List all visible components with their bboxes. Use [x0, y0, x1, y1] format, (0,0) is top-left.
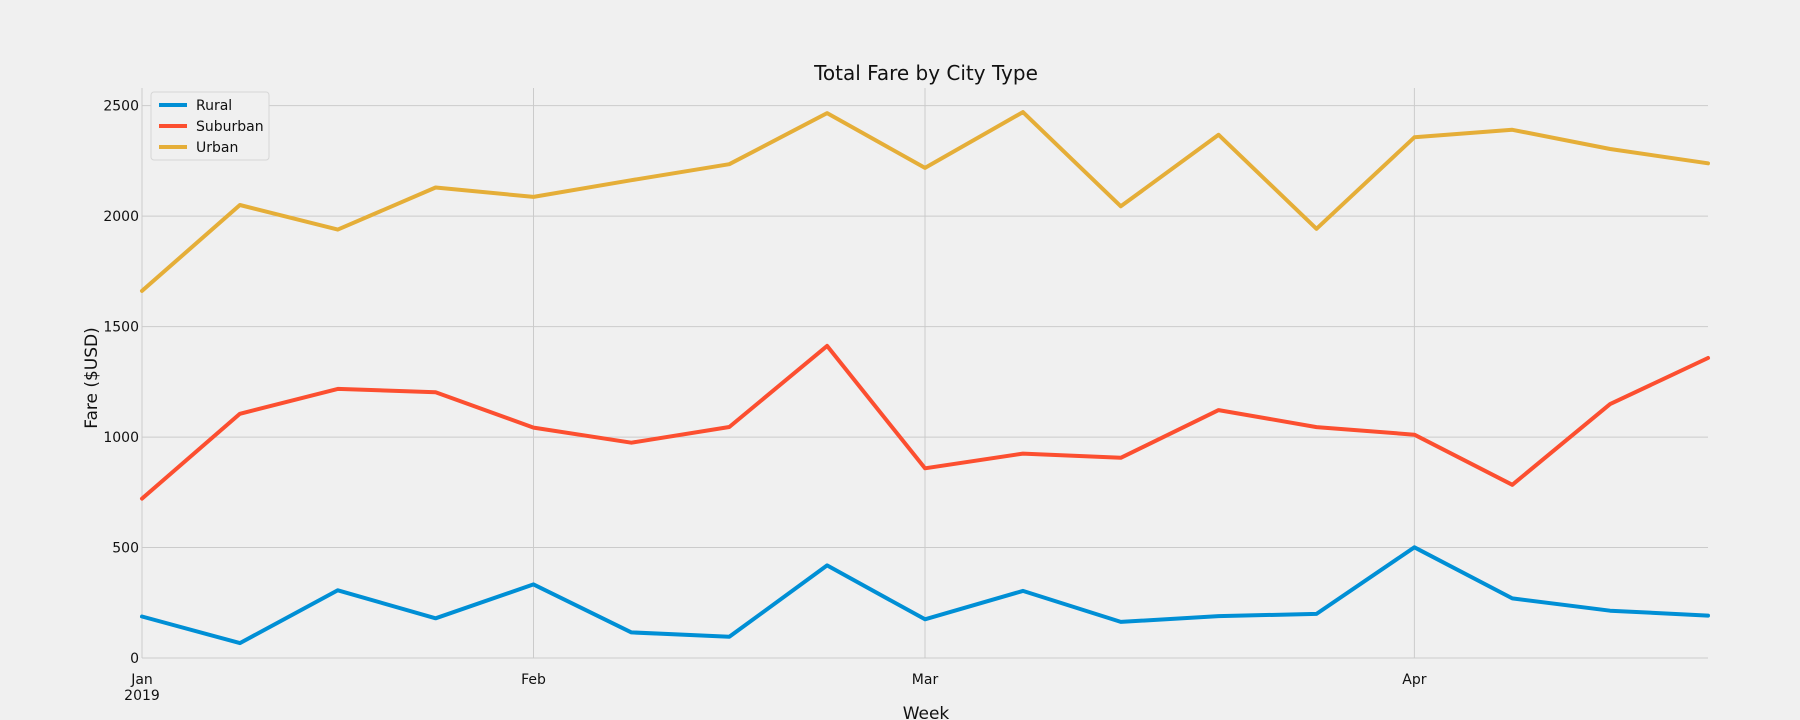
x-tick-label: Jan	[130, 672, 153, 688]
series-layer	[140, 110, 1710, 646]
y-tick-label: 0	[130, 651, 139, 667]
y-tick-label: 1500	[103, 320, 139, 336]
y-tick-label: 2000	[103, 209, 139, 225]
grid-layer	[141, 88, 1708, 659]
y-tick-label: 1000	[103, 430, 139, 446]
legend-label-rural: Rural	[196, 98, 232, 114]
x-tick-label: Feb	[521, 672, 546, 688]
series-line-suburban	[140, 343, 1710, 501]
legend-box	[150, 91, 270, 161]
legend: Rural Suburban Urban	[150, 91, 270, 161]
x-axis-label: Week	[903, 704, 950, 720]
legend-label-suburban: Suburban	[196, 119, 264, 135]
y-axis-label: Fare ($USD)	[82, 327, 102, 429]
series-line-urban	[140, 110, 1710, 293]
x-tick-label: Apr	[1402, 672, 1426, 688]
y-tick-label: 500	[112, 541, 139, 557]
legend-label-urban: Urban	[196, 140, 238, 156]
x-tick-label: Mar	[912, 672, 939, 688]
series-line-rural	[140, 545, 1710, 646]
chart-title: Total Fare by City Type	[813, 61, 1038, 85]
y-tick-label: 2500	[103, 99, 139, 115]
x-tick-sublabel: 2019	[124, 688, 160, 704]
